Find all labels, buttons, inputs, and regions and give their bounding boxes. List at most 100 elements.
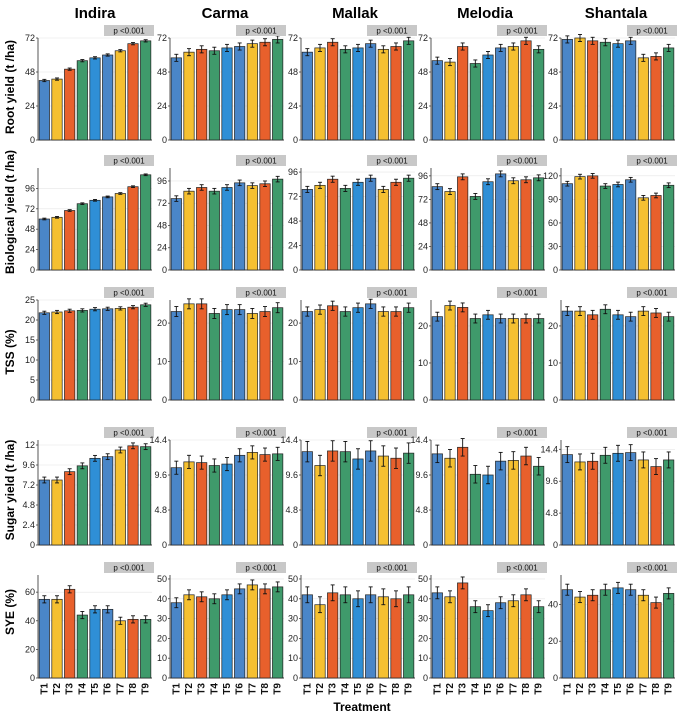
bar-t6 — [495, 318, 507, 401]
bar-t7 — [114, 50, 126, 141]
bar-t4 — [599, 185, 611, 271]
panel-tss-carma: 0 10 20 p <0.001 — [157, 287, 286, 405]
x-tick-label: T1 — [562, 683, 573, 695]
p-value-label: p <0.001 — [113, 157, 145, 166]
bar-t8 — [127, 186, 139, 271]
bar-t7 — [637, 594, 649, 679]
bar-t1 — [301, 311, 313, 401]
bar-t3 — [457, 446, 469, 546]
x-tick-label: T9 — [664, 683, 675, 695]
bar-t5 — [89, 457, 101, 546]
y-tick-label: 24 — [288, 101, 298, 111]
bar-t5 — [482, 314, 494, 401]
y-tick-label: 0 — [553, 265, 558, 275]
panel-tss-indira: 0 5 10 15 20 25 p <0.001 — [25, 287, 154, 405]
y-tick-label: 48 — [418, 218, 428, 228]
y-tick-label: 10 — [157, 653, 167, 663]
bar-t8 — [259, 183, 271, 271]
y-tick-label: 4.8 — [22, 500, 35, 510]
bar-t7 — [507, 460, 519, 546]
bar-t9 — [403, 40, 415, 141]
bar-t6 — [495, 173, 507, 271]
p-value-box — [367, 562, 417, 573]
bar-t8 — [127, 445, 139, 546]
y-tick-label: 0 — [553, 395, 558, 405]
y-tick-label: 4.8 — [545, 508, 558, 518]
y-tick-label: 0 — [30, 673, 35, 683]
bar-t5 — [221, 594, 233, 679]
y-tick-label: 72 — [418, 33, 428, 43]
bar-t1 — [38, 479, 50, 546]
x-tick-label: T4 — [209, 683, 220, 695]
bar-t7 — [114, 193, 126, 271]
bar-t4 — [339, 311, 351, 401]
bar-t8 — [259, 588, 271, 679]
bar-t8 — [259, 454, 271, 546]
bar-t2 — [314, 465, 326, 546]
x-tick-label: T7 — [247, 683, 258, 695]
y-tick-label: 24 — [418, 241, 428, 251]
y-tick-label: 20 — [25, 315, 35, 325]
panel-tss-mallak: 0 10 20 p <0.001 — [288, 287, 417, 405]
p-value-box — [367, 25, 417, 36]
bar-t1 — [431, 592, 443, 679]
x-tick-label: T2 — [52, 683, 63, 695]
bar-t2 — [444, 457, 456, 546]
p-value-label: p <0.001 — [245, 157, 277, 166]
bar-t9 — [140, 618, 152, 679]
y-tick-label: 48 — [25, 67, 35, 77]
x-tick-label: T3 — [458, 683, 469, 695]
x-axis-title: Treatment — [333, 700, 390, 714]
bar-t8 — [520, 179, 532, 271]
y-tick-label: 0 — [162, 540, 167, 550]
row-label-tss: TSS (%) — [3, 329, 17, 374]
y-tick-label: 10 — [418, 653, 428, 663]
panel-biological-yield-shantala: 0 30 60 90 120 p <0.001 — [543, 155, 677, 275]
x-tick-label: T5 — [222, 683, 233, 695]
bar-t3 — [196, 48, 208, 141]
p-value-label: p <0.001 — [636, 429, 668, 438]
y-tick-label: 10 — [548, 358, 558, 368]
bar-t5 — [612, 587, 624, 679]
y-tick-label: 72 — [25, 33, 35, 43]
bar-t9 — [272, 586, 284, 679]
row-label-sugar-yield: Sugar yield (t /ha) — [3, 440, 17, 541]
y-tick-label: 48 — [157, 67, 167, 77]
p-value-box — [497, 155, 547, 166]
bar-t1 — [561, 589, 573, 679]
y-tick-label: 20 — [288, 318, 298, 328]
bar-t3 — [64, 471, 76, 546]
p-value-label: p <0.001 — [506, 564, 538, 573]
bar-t7 — [507, 318, 519, 401]
y-tick-label: 0 — [553, 673, 558, 683]
bar-t2 — [574, 176, 586, 271]
p-value-label: p <0.001 — [636, 157, 668, 166]
bar-t7 — [377, 311, 389, 401]
bar-t7 — [637, 57, 649, 141]
bar-t3 — [327, 41, 339, 141]
x-tick-label: T2 — [315, 683, 326, 695]
p-value-label: p <0.001 — [245, 429, 277, 438]
bar-t3 — [64, 210, 76, 271]
bar-t2 — [574, 461, 586, 546]
bar-t5 — [482, 54, 494, 141]
p-value-box — [104, 427, 154, 438]
x-tick-label: T2 — [575, 683, 586, 695]
bar-t8 — [650, 56, 662, 141]
bar-t4 — [469, 196, 481, 271]
bar-t5 — [89, 608, 101, 679]
bar-t6 — [234, 454, 246, 546]
p-value-box — [236, 155, 286, 166]
bar-t1 — [38, 598, 50, 679]
x-tick-label: T2 — [445, 683, 456, 695]
bar-t4 — [599, 589, 611, 679]
panel-sugar-yield-mallak: 0 4.8 9.6 14.4 p <0.001 — [280, 427, 417, 550]
column-title-indira: Indira — [75, 5, 116, 22]
y-tick-label: 9.6 — [545, 476, 558, 486]
bar-t4 — [469, 63, 481, 141]
bar-t9 — [140, 304, 152, 401]
bar-t4 — [339, 594, 351, 679]
bar-t6 — [102, 54, 114, 141]
x-tick-label: T5 — [90, 683, 101, 695]
